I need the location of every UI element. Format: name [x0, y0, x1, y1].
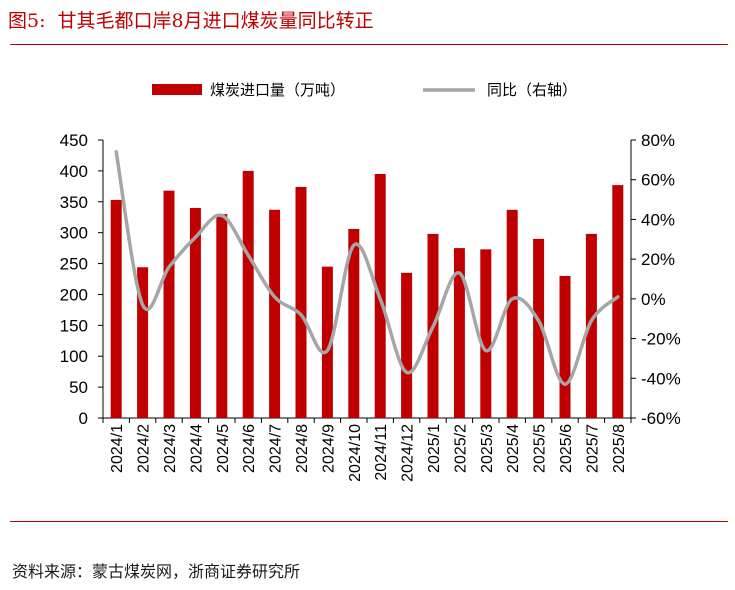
left-axis-tick-label: 450 [60, 131, 88, 150]
bar [163, 190, 175, 418]
right-axis-tick-label: 20% [641, 250, 675, 269]
yoy-point [378, 297, 382, 301]
right-axis-tick-label: 60% [641, 171, 675, 190]
legend-bar-swatch [152, 84, 202, 95]
right-axis-tick-label: 40% [641, 210, 675, 229]
x-axis-tick-label: 2024/5 [215, 424, 232, 473]
yoy-line [114, 150, 620, 386]
yoy-point [405, 370, 409, 374]
bar [453, 248, 465, 418]
figure-label: 图5: [8, 10, 46, 32]
x-axis-tick-label: 2025/2 [452, 424, 469, 473]
x-axis-tick-label: 2024/11 [373, 424, 390, 481]
x-axis-tick-label: 2024/2 [136, 424, 153, 473]
bar [189, 207, 201, 418]
left-axis-tick-label: 200 [60, 285, 88, 304]
bar [480, 249, 492, 418]
x-axis-tick-label: 2024/9 [320, 424, 337, 473]
bar [216, 214, 228, 418]
bar [110, 199, 122, 418]
yoy-point [299, 313, 303, 317]
x-axis-tick-label: 2025/6 [558, 424, 575, 473]
yoy-point [193, 235, 197, 239]
left-axis-tick-label: 0 [79, 409, 88, 428]
bar [401, 272, 413, 418]
bar [506, 209, 518, 418]
yoy-point [563, 382, 567, 386]
bar [348, 228, 360, 418]
footer-divider [10, 521, 728, 522]
right-axis-tick-label: -40% [641, 369, 681, 388]
yoy-point [431, 325, 435, 329]
bar [242, 170, 254, 418]
yoy-point [141, 303, 145, 307]
legend-line-label: 同比（右轴） [487, 82, 577, 99]
left-axis-tick-label: 150 [60, 316, 88, 335]
bar-series [110, 170, 624, 418]
right-axis-tick-label: -20% [641, 330, 681, 349]
chart-legend: 煤炭进口量（万吨） 同比（右轴） [152, 82, 577, 99]
bar [533, 238, 545, 418]
bar [137, 267, 149, 418]
x-axis-tick-label: 2024/1 [109, 424, 126, 473]
bar [612, 185, 624, 418]
yoy-point [114, 150, 118, 154]
x-axis-tick-label: 2025/3 [479, 424, 496, 473]
yoy-point [589, 319, 593, 323]
yoy-point [167, 265, 171, 269]
x-axis-tick-label: 2024/6 [241, 424, 258, 473]
left-axis-tick-label: 400 [60, 162, 88, 181]
x-axis-tick-label: 2024/8 [294, 424, 311, 473]
bar [269, 209, 281, 418]
yoy-point [273, 295, 277, 299]
yoy-point [484, 348, 488, 352]
right-axis-tick-label: 0% [641, 290, 666, 309]
left-axis-tick-label: 50 [69, 378, 88, 397]
right-axis-tick-label: 80% [641, 131, 675, 150]
right-axis-tick-label: -60% [641, 409, 681, 428]
x-axis-tick-label: 2025/7 [584, 424, 601, 473]
bar [585, 233, 597, 418]
yoy-point [457, 271, 461, 275]
left-axis-tick-label: 250 [60, 255, 88, 274]
yoy-point [537, 319, 541, 323]
x-axis-tick-label: 2025/1 [426, 424, 443, 473]
yoy-point [616, 295, 620, 299]
x-axis-tick-label: 2024/10 [347, 424, 364, 482]
legend-bar-label: 煤炭进口量（万吨） [210, 82, 345, 99]
left-axis-tick-label: 350 [60, 193, 88, 212]
x-axis-tick-label: 2024/7 [268, 424, 285, 473]
bar [321, 266, 333, 418]
x-axis-tick-label: 2025/4 [505, 424, 522, 473]
yoy-point [246, 253, 250, 257]
title-divider [10, 44, 728, 45]
x-axis-tick-label: 2025/5 [532, 424, 549, 473]
bar [295, 186, 307, 418]
figure-title: 图5: 甘其毛都口岸8月进口煤炭量同比转正 [8, 6, 374, 33]
figure-title-text: 甘其毛都口岸8月进口煤炭量同比转正 [57, 10, 374, 32]
x-axis-tick-label: 2025/8 [611, 424, 628, 473]
yoy-point [325, 348, 329, 352]
left-axis-tick-label: 100 [60, 347, 88, 366]
x-axis-tick-label: 2024/4 [188, 424, 205, 473]
x-axis-tick-label: 2024/12 [400, 424, 417, 482]
line-series [114, 150, 620, 386]
yoy-point [220, 213, 224, 217]
x-axis-tick-label: 2024/3 [162, 424, 179, 473]
left-axis-tick-label: 300 [60, 224, 88, 243]
source-note: 资料来源：蒙古煤炭网，浙商证券研究所 [12, 562, 301, 581]
combo-chart: 煤炭进口量（万吨） 同比（右轴） 0 50 100 150 200 250 300 350 40… [60, 82, 681, 482]
yoy-point [352, 243, 356, 247]
yoy-point [510, 297, 514, 301]
chart-axes: 0 50 100 150 200 250 300 350 400 450 -60% -40% -20% 0… [60, 131, 681, 482]
bar [559, 275, 571, 418]
